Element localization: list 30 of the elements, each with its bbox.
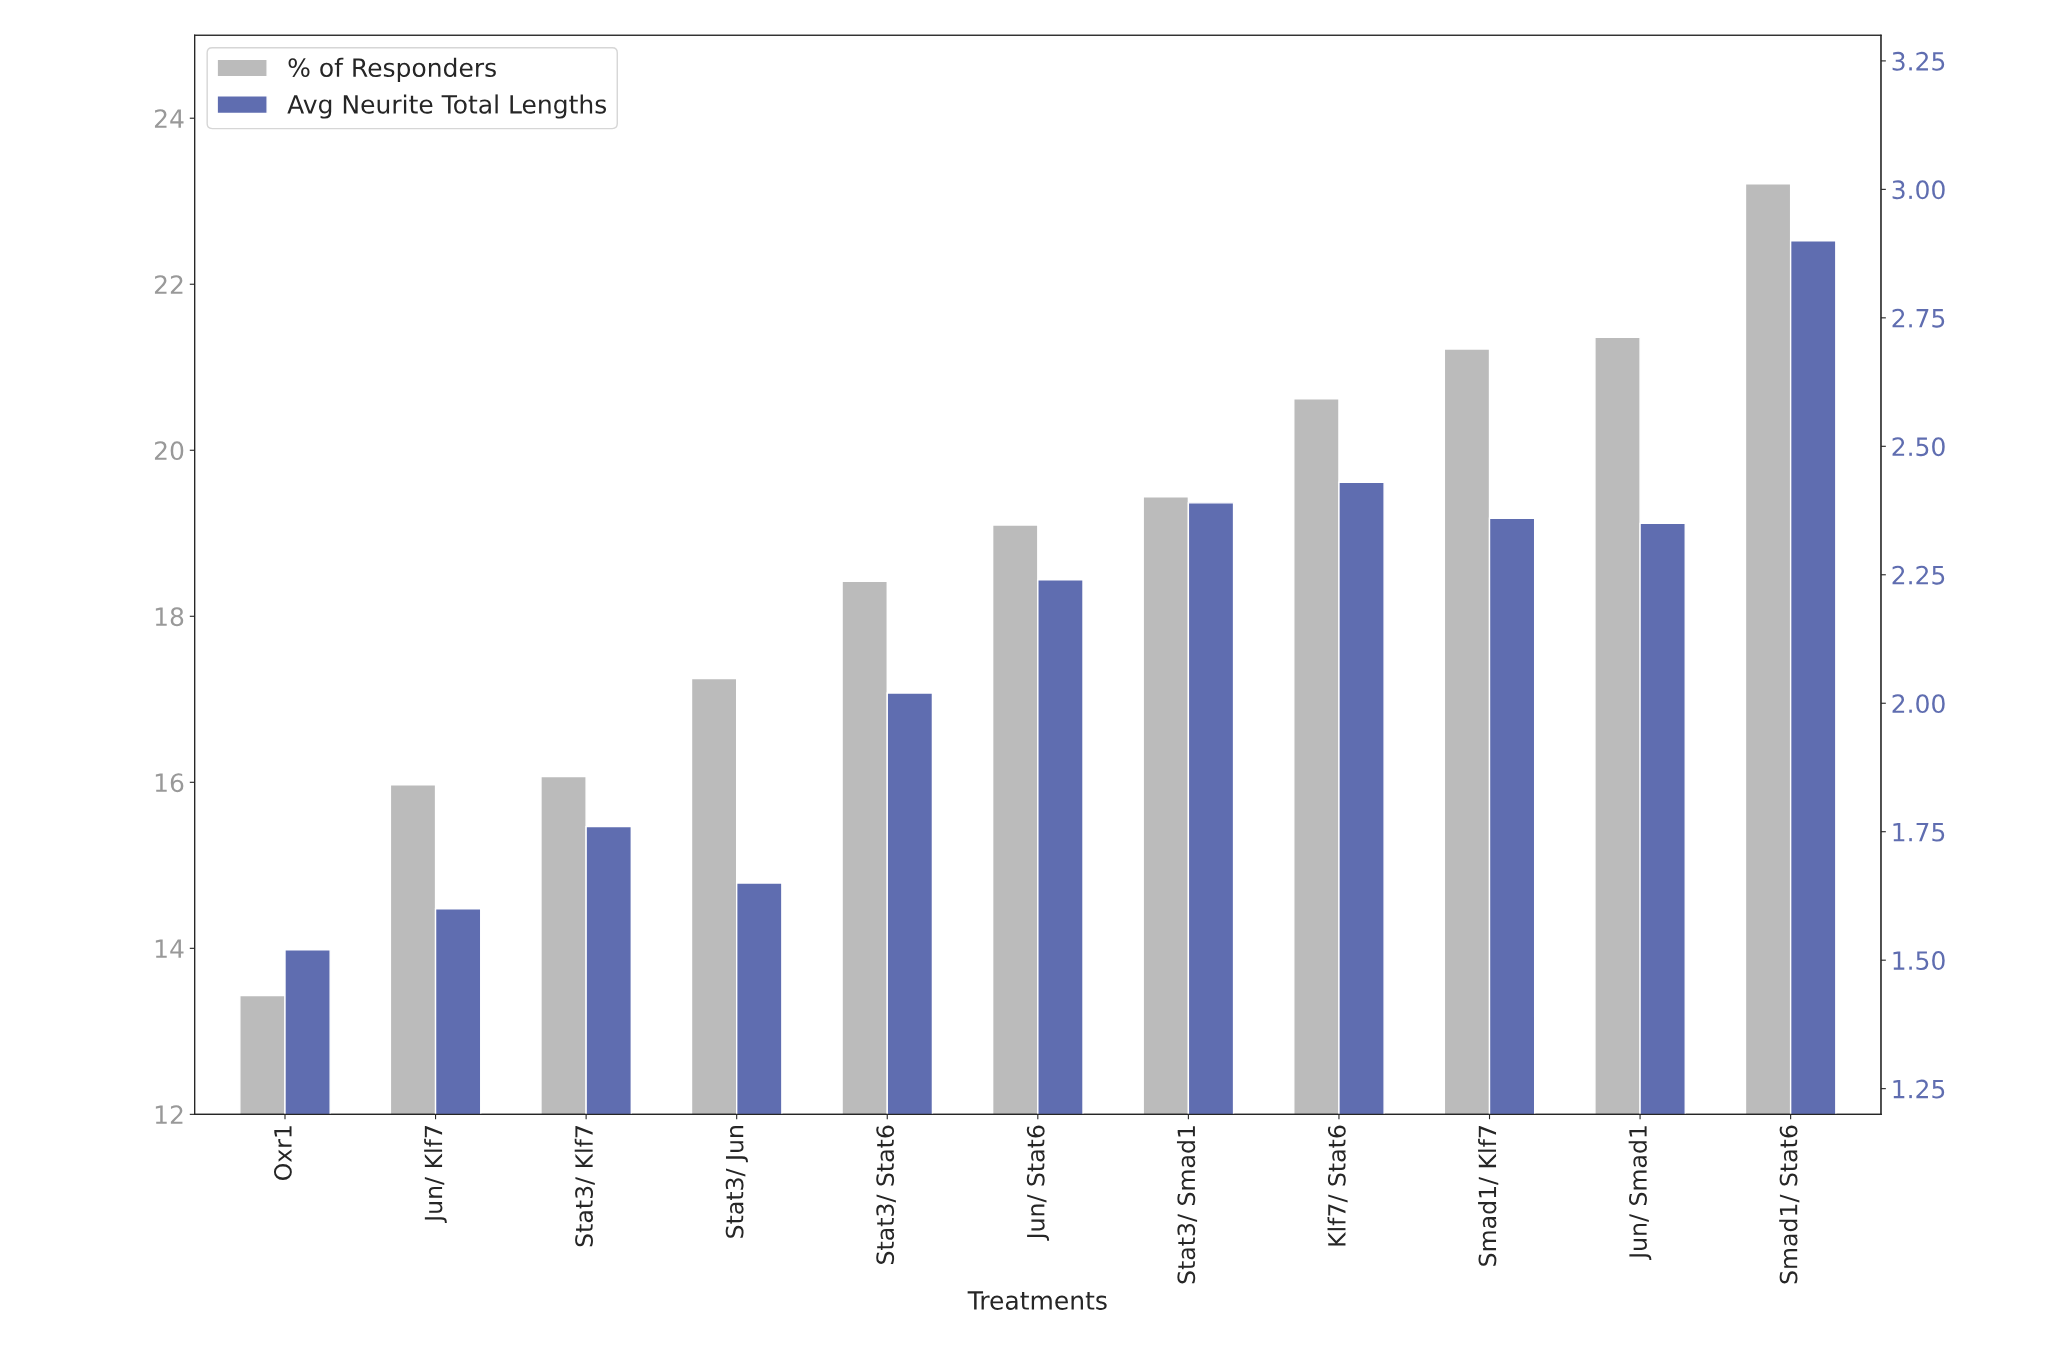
y-tick-label: 14 (155, 939, 184, 958)
y2-tick-label: 1.25 (1893, 1079, 1945, 1099)
y-tick-label: 16 (155, 773, 184, 793)
legend-label: Avg Neurite Total Lengths (287, 94, 607, 119)
x-tick-label: Jun/ Klf7 (424, 1126, 447, 1224)
x-tick-label: Jun/ Stat6 (1026, 1125, 1050, 1241)
y-tick-label: 24 (154, 109, 184, 128)
legend-label: % of Responders (288, 57, 496, 82)
y-tick-label: 20 (154, 441, 184, 461)
y2-tick-label: 3.25 (1892, 51, 1945, 71)
x-axis-title: Treatments (967, 1291, 1107, 1310)
y2-tick-label: 3.00 (1892, 180, 1945, 200)
x-tick-label: Stat3/ Jun (725, 1126, 748, 1238)
y2-tick-label: 1.75 (1893, 822, 1945, 842)
x-tick-label: Stat3/ Smad1 (1176, 1126, 1198, 1284)
y-tick-label: 18 (155, 607, 184, 627)
x-tick-label: Stat3/ Stat6 (876, 1125, 896, 1264)
x-tick-label: Jun/ Smad1 (1628, 1126, 1652, 1261)
x-tick-label: Klf7/ Stat6 (1327, 1125, 1348, 1246)
y-tick-label: 22 (154, 275, 183, 294)
y-tick-label: 12 (155, 1105, 183, 1124)
y2-tick-label: 2.50 (1892, 437, 1945, 457)
x-tick-label: Stat3/ Klf7 (574, 1126, 595, 1247)
y2-tick-label: 1.50 (1893, 951, 1945, 971)
x-tick-label: Oxr1 (273, 1126, 292, 1181)
x-tick-label: Smad1/ Klf7 (1478, 1126, 1499, 1266)
x-tick-label: Smad1/ Stat6 (1779, 1125, 1800, 1284)
y2-tick-label: 2.25 (1892, 565, 1945, 585)
y2-tick-label: 2.00 (1892, 694, 1945, 714)
y2-tick-label: 2.75 (1892, 308, 1945, 328)
